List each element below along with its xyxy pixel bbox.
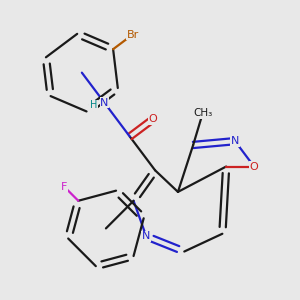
Text: O: O (148, 114, 157, 124)
Text: CH₃: CH₃ (193, 108, 212, 118)
Text: H: H (90, 100, 97, 110)
Text: Br: Br (127, 30, 139, 40)
Text: N: N (142, 231, 150, 241)
Text: N: N (100, 98, 109, 108)
Text: F: F (61, 182, 68, 192)
Text: O: O (250, 161, 258, 172)
Text: N: N (231, 136, 239, 146)
